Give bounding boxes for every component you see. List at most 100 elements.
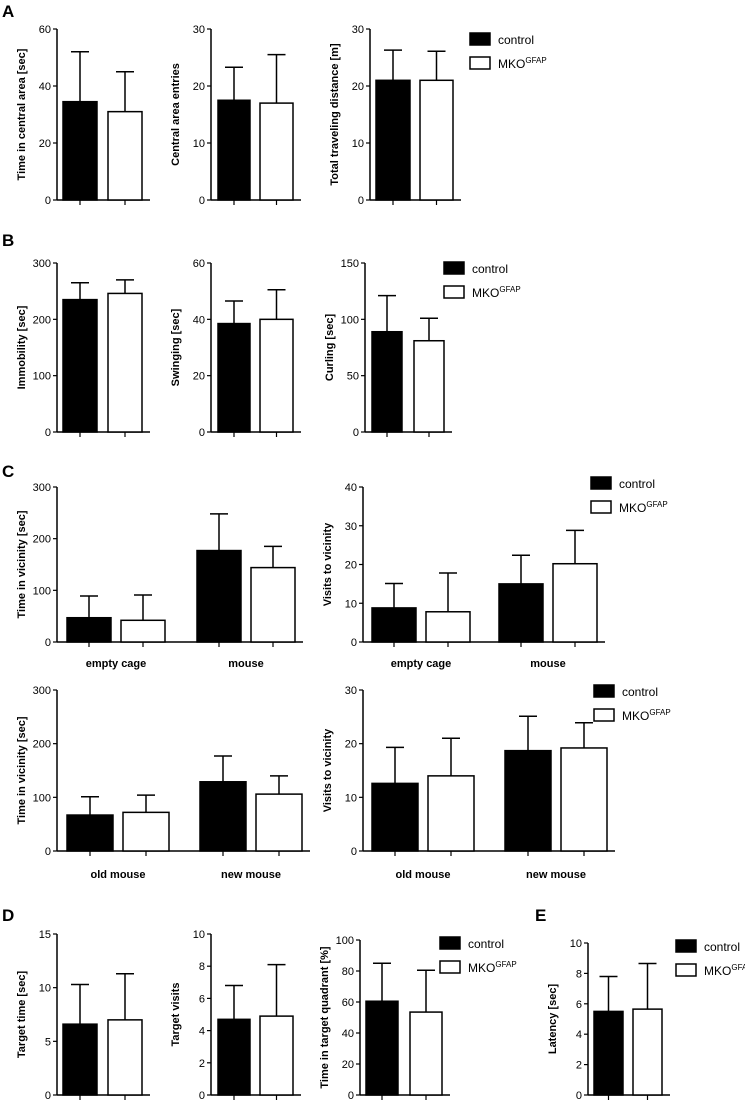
y-tick-label: 20: [193, 371, 205, 383]
y-axis-label: Time in target quadrant [%]: [319, 946, 331, 1089]
bar-mko: [259, 318, 294, 433]
y-axis-label: Total traveling distance [m]: [329, 43, 341, 186]
y-tick-label: 8: [576, 968, 582, 980]
legend-label-mko: MKOGFAP: [704, 963, 745, 978]
y-tick-label: 300: [33, 685, 51, 697]
bar-control: [375, 79, 411, 201]
y-axis-label: Target time [sec]: [16, 971, 28, 1059]
y-tick-label: 200: [33, 739, 51, 751]
y-tick-label: 150: [341, 258, 359, 270]
legend-3: control MKOGFAP: [590, 476, 668, 515]
bar-mko: [120, 619, 166, 643]
legend-label-control: control: [619, 477, 655, 491]
legend-1: control MKOGFAP: [469, 32, 547, 71]
panel-label-b: B: [2, 231, 14, 250]
legend-label-mko: MKOGFAP: [468, 960, 517, 975]
y-tick-label: 6: [576, 999, 582, 1011]
legend-label-control: control: [498, 33, 534, 47]
y-tick-label: 10: [345, 792, 357, 804]
chart-b1: 0 100 200 300 Immobility [sec]: [16, 258, 150, 439]
y-tick-label: 0: [199, 427, 205, 439]
y-tick-label: 200: [33, 314, 51, 326]
y-tick-label: 40: [193, 314, 205, 326]
chart-c4: 0 10 20 30 Visits to vicinity old mouse new mo…: [322, 685, 615, 881]
y-tick-label: 4: [199, 1026, 205, 1038]
legend-5: control MKOGFAP: [439, 936, 517, 975]
legend-4: control MKOGFAP: [593, 684, 671, 723]
y-tick-label: 0: [351, 846, 357, 858]
y-tick-label: 30: [193, 24, 205, 36]
y-tick-label: 30: [345, 521, 357, 533]
panel-label-c: C: [2, 462, 14, 481]
chart-a1: 0 20 40 60 Time in central area [sec]: [16, 24, 150, 207]
panel-label-d: D: [2, 906, 14, 925]
y-tick-label: 60: [342, 997, 354, 1009]
y-tick-label: 100: [341, 314, 359, 326]
chart-d3: 0 20 40 60 80 100 Time in target quadrant [%]: [319, 935, 450, 1102]
y-tick-label: 0: [45, 846, 51, 858]
y-tick-label: 4: [576, 1029, 582, 1041]
y-tick-label: 100: [33, 585, 51, 597]
bar-mko: [632, 1008, 663, 1096]
y-tick-label: 60: [193, 258, 205, 270]
chart-d2: 0 2 4 6 8 10 Target visits: [170, 929, 301, 1102]
y-tick-label: 80: [342, 966, 354, 978]
bar-control: [62, 298, 98, 433]
y-axis-label: Time in vicinity [sec]: [16, 510, 28, 618]
y-tick-label: 0: [45, 427, 51, 439]
bar-control: [504, 749, 552, 852]
bar-control: [199, 781, 247, 852]
bar-mko: [107, 110, 143, 201]
legend-swatch-control: [590, 476, 612, 490]
y-tick-label: 100: [336, 935, 354, 947]
y-tick-label: 0: [351, 637, 357, 649]
y-tick-label: 300: [33, 258, 51, 270]
y-tick-label: 0: [45, 195, 51, 207]
legend-swatch-control: [443, 261, 465, 275]
y-tick-label: 50: [347, 371, 359, 383]
legend-label-mko-superscript: GFAP: [646, 500, 667, 509]
bar-mko: [122, 811, 170, 852]
y-axis-label: Visits to vicinity: [322, 522, 334, 606]
legend-label-control: control: [622, 685, 658, 699]
category-label: empty cage: [86, 658, 147, 670]
y-tick-label: 10: [352, 138, 364, 150]
y-tick-label: 0: [353, 427, 359, 439]
legend-label-control: control: [472, 262, 508, 276]
y-tick-label: 10: [193, 138, 205, 150]
bar-mko: [107, 292, 143, 433]
y-tick-label: 0: [45, 637, 51, 649]
legend-6: control MKOGFAP: [675, 939, 745, 978]
y-axis-label: Latency [sec]: [547, 984, 559, 1055]
y-tick-label: 5: [45, 1036, 51, 1048]
bar-mko: [413, 339, 445, 433]
legend-label-mko-superscript: GFAP: [649, 708, 670, 717]
y-tick-label: 40: [342, 1028, 354, 1040]
bar-mko: [427, 775, 475, 852]
category-label: new mouse: [526, 869, 586, 881]
y-tick-label: 30: [352, 24, 364, 36]
chart-d1: 0 5 10 15 Target time [sec]: [16, 929, 150, 1102]
chart-a2: 0 10 20 30 Central area entries: [170, 24, 301, 207]
legend-swatch-control: [469, 32, 491, 46]
y-tick-label: 40: [39, 81, 51, 93]
legend-swatch-mko: [443, 285, 465, 299]
y-axis-label: Visits to vicinity: [322, 728, 334, 812]
y-tick-label: 100: [33, 371, 51, 383]
legend-label-mko: MKOGFAP: [498, 56, 547, 71]
y-tick-label: 0: [358, 195, 364, 207]
chart-c2: 0 10 20 30 40 Visits to vicinity empty cage mou…: [322, 482, 605, 670]
legend-swatch-mko: [675, 963, 697, 977]
y-tick-label: 0: [45, 1090, 51, 1102]
y-tick-label: 10: [193, 929, 205, 941]
legend-label-mko-superscript: GFAP: [495, 960, 516, 969]
legend-2: control MKOGFAP: [443, 261, 521, 300]
bar-control: [62, 1023, 98, 1096]
legend-label-mko-superscript: GFAP: [499, 285, 520, 294]
y-tick-label: 200: [33, 534, 51, 546]
y-tick-label: 0: [199, 195, 205, 207]
bar-mko: [259, 102, 294, 201]
legend-label-mko-superscript: GFAP: [525, 56, 546, 65]
bar-control: [62, 100, 98, 201]
